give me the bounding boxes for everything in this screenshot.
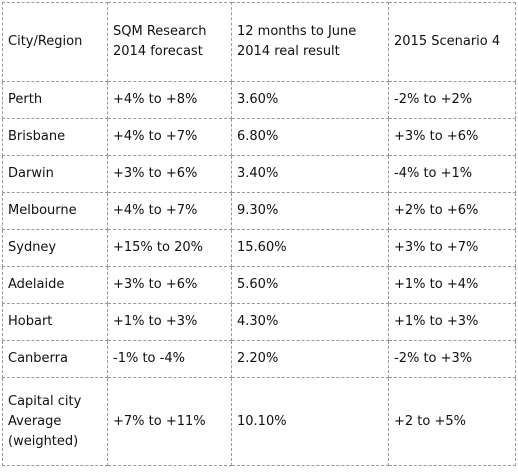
cell-real-result: 2.20% [231,340,389,378]
cell-sqm-forecast: -1% to -4% [107,340,232,378]
cell-scenario-4: +2 to +5% [388,377,516,466]
cell-scenario-4: -2% to +3% [388,340,516,378]
cell-real-result: 6.80% [231,118,389,156]
cell-scenario-4: +3% to +6% [388,118,516,156]
table-row: Perth +4% to +8% 3.60% -2% to +2% [2,81,516,119]
cell-scenario-4: +1% to +4% [388,266,516,304]
cell-sqm-forecast: +4% to +8% [107,81,232,119]
cell-sqm-forecast: +4% to +7% [107,118,232,156]
cell-city: Melbourne [2,192,108,230]
table-header-row: City/Region SQM Research 2014 forecast 1… [2,2,516,82]
cell-real-result: 10.10% [231,377,389,466]
cell-sqm-forecast: +4% to +7% [107,192,232,230]
cell-sqm-forecast: +1% to +3% [107,303,232,341]
cell-real-result: 5.60% [231,266,389,304]
cell-city: Adelaide [2,266,108,304]
header-scenario-4: 2015 Scenario 4 [388,2,516,82]
cell-real-result: 3.60% [231,81,389,119]
table-row: Melbourne +4% to +7% 9.30% +2% to +6% [2,192,516,230]
table-row: Hobart +1% to +3% 4.30% +1% to +3% [2,303,516,341]
table-row: Canberra -1% to -4% 2.20% -2% to +3% [2,340,516,378]
cell-scenario-4: -2% to +2% [388,81,516,119]
cell-scenario-4: -4% to +1% [388,155,516,193]
cell-city: Perth [2,81,108,119]
cell-sqm-forecast: +15% to 20% [107,229,232,267]
cell-sqm-forecast: +7% to +11% [107,377,232,466]
cell-city: Brisbane [2,118,108,156]
cell-city: Canberra [2,340,108,378]
cell-city: Sydney [2,229,108,267]
forecast-table: City/Region SQM Research 2014 forecast 1… [2,2,516,466]
header-city-region: City/Region [2,2,108,82]
table-row: Adelaide +3% to +6% 5.60% +1% to +4% [2,266,516,304]
table-row: Darwin +3% to +6% 3.40% -4% to +1% [2,155,516,193]
cell-real-result: 15.60% [231,229,389,267]
cell-real-result: 3.40% [231,155,389,193]
cell-sqm-forecast: +3% to +6% [107,155,232,193]
cell-sqm-forecast: +3% to +6% [107,266,232,304]
table-row-average: Capital city Average (weighted) +7% to +… [2,377,516,466]
header-real-result: 12 months to June 2014 real result [231,2,389,82]
cell-scenario-4: +3% to +7% [388,229,516,267]
cell-real-result: 9.30% [231,192,389,230]
cell-city: Hobart [2,303,108,341]
header-sqm-forecast: SQM Research 2014 forecast [107,2,232,82]
cell-city: Capital city Average (weighted) [2,377,108,466]
cell-scenario-4: +2% to +6% [388,192,516,230]
table-row: Brisbane +4% to +7% 6.80% +3% to +6% [2,118,516,156]
cell-city: Darwin [2,155,108,193]
cell-scenario-4: +1% to +3% [388,303,516,341]
table-row: Sydney +15% to 20% 15.60% +3% to +7% [2,229,516,267]
cell-real-result: 4.30% [231,303,389,341]
